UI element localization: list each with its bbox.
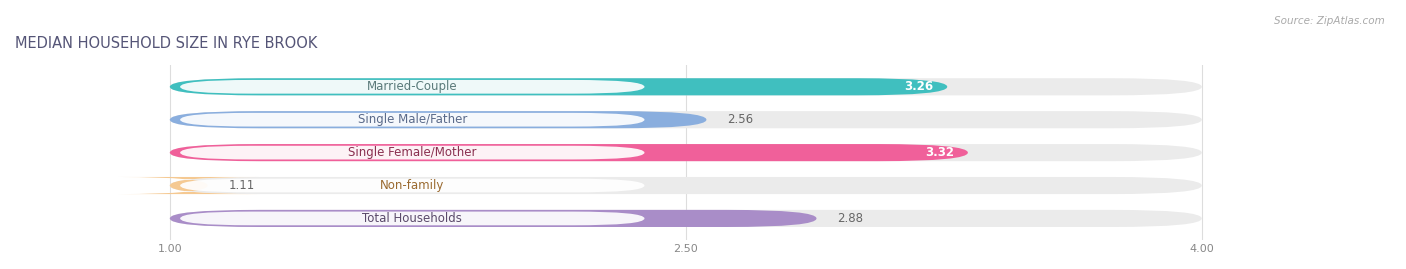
Text: 2.56: 2.56 bbox=[727, 113, 754, 126]
Text: 1.11: 1.11 bbox=[228, 179, 254, 192]
FancyBboxPatch shape bbox=[170, 111, 1202, 128]
FancyBboxPatch shape bbox=[180, 113, 644, 126]
FancyBboxPatch shape bbox=[170, 210, 1202, 227]
Text: 3.26: 3.26 bbox=[904, 80, 934, 93]
Text: MEDIAN HOUSEHOLD SIZE IN RYE BROOK: MEDIAN HOUSEHOLD SIZE IN RYE BROOK bbox=[15, 36, 318, 51]
Text: Single Female/Mother: Single Female/Mother bbox=[349, 146, 477, 159]
FancyBboxPatch shape bbox=[180, 146, 644, 160]
FancyBboxPatch shape bbox=[170, 78, 948, 95]
FancyBboxPatch shape bbox=[180, 179, 644, 192]
FancyBboxPatch shape bbox=[170, 111, 706, 128]
FancyBboxPatch shape bbox=[118, 177, 259, 194]
FancyBboxPatch shape bbox=[170, 210, 817, 227]
FancyBboxPatch shape bbox=[170, 177, 1202, 194]
FancyBboxPatch shape bbox=[170, 144, 1202, 161]
Text: Source: ZipAtlas.com: Source: ZipAtlas.com bbox=[1274, 16, 1385, 26]
Text: Married-Couple: Married-Couple bbox=[367, 80, 457, 93]
FancyBboxPatch shape bbox=[180, 212, 644, 225]
FancyBboxPatch shape bbox=[170, 144, 967, 161]
Text: Single Male/Father: Single Male/Father bbox=[357, 113, 467, 126]
Text: 3.32: 3.32 bbox=[925, 146, 955, 159]
Text: Total Households: Total Households bbox=[363, 212, 463, 225]
FancyBboxPatch shape bbox=[170, 78, 1202, 95]
Text: 2.88: 2.88 bbox=[837, 212, 863, 225]
Text: Non-family: Non-family bbox=[380, 179, 444, 192]
FancyBboxPatch shape bbox=[180, 80, 644, 94]
